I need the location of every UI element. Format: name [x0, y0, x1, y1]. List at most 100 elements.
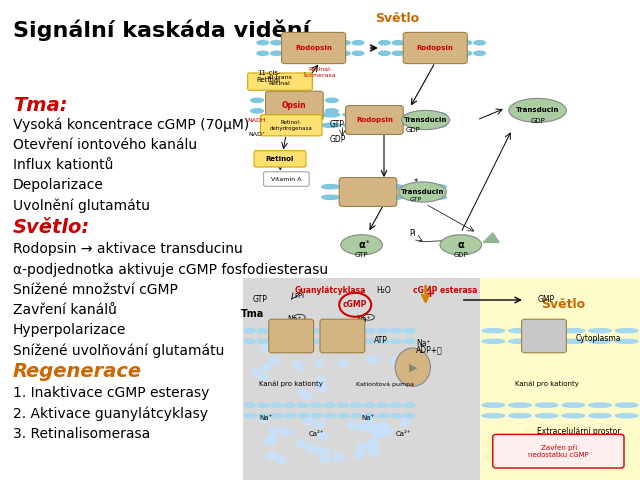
Circle shape [273, 348, 282, 355]
Ellipse shape [377, 403, 388, 407]
Ellipse shape [343, 185, 361, 189]
Circle shape [366, 423, 376, 431]
Circle shape [318, 432, 328, 440]
Bar [480, 278, 640, 480]
Ellipse shape [482, 414, 505, 418]
Text: cGMP esterasa: cGMP esterasa [413, 286, 477, 295]
Circle shape [314, 421, 324, 429]
Text: Otevření iontového kanálu: Otevření iontového kanálu [13, 138, 197, 152]
Circle shape [357, 423, 367, 431]
Text: 1. Inaktivace cGMP esterasy: 1. Inaktivace cGMP esterasy [13, 386, 209, 400]
Circle shape [382, 427, 392, 434]
Circle shape [307, 444, 317, 452]
Ellipse shape [447, 51, 458, 55]
Circle shape [364, 415, 374, 423]
Ellipse shape [321, 123, 340, 127]
Ellipse shape [615, 414, 638, 418]
Ellipse shape [325, 98, 338, 102]
Ellipse shape [460, 51, 472, 55]
Text: Na⁺: Na⁺ [356, 315, 371, 324]
Ellipse shape [298, 403, 308, 407]
Text: α: α [458, 240, 464, 250]
Text: α-podjednotka aktivuje cGMP fosfodiesterasu: α-podjednotka aktivuje cGMP fosfodiester… [13, 263, 328, 276]
Ellipse shape [257, 51, 269, 55]
Text: NAD⁺: NAD⁺ [248, 132, 266, 137]
Ellipse shape [562, 329, 585, 333]
Text: Světlo: Světlo [375, 12, 419, 25]
Ellipse shape [257, 403, 269, 407]
Text: Influx kationtů: Influx kationtů [13, 158, 113, 172]
Ellipse shape [324, 339, 335, 343]
Text: GDP: GDP [530, 118, 545, 124]
Ellipse shape [271, 339, 282, 343]
Text: Zavření kanálů: Zavření kanálů [13, 303, 116, 317]
Ellipse shape [404, 403, 415, 407]
Ellipse shape [284, 414, 296, 418]
Text: Snížené množství cGMP: Snížené množství cGMP [13, 283, 178, 297]
Ellipse shape [407, 113, 425, 117]
Ellipse shape [364, 414, 375, 418]
Circle shape [262, 363, 271, 370]
Ellipse shape [310, 329, 322, 333]
Text: Rodopsin: Rodopsin [356, 117, 393, 123]
Ellipse shape [312, 41, 323, 45]
Ellipse shape [535, 403, 558, 407]
Ellipse shape [364, 329, 375, 333]
Ellipse shape [562, 414, 585, 418]
FancyBboxPatch shape [264, 172, 309, 186]
Ellipse shape [352, 41, 364, 45]
Text: Světlo: Světlo [541, 298, 585, 311]
Circle shape [267, 452, 277, 460]
Circle shape [366, 442, 376, 449]
Ellipse shape [482, 403, 505, 407]
Ellipse shape [284, 403, 296, 407]
FancyBboxPatch shape [403, 33, 467, 63]
Ellipse shape [251, 98, 264, 102]
Circle shape [265, 436, 275, 444]
Ellipse shape [257, 329, 269, 333]
Ellipse shape [392, 51, 404, 55]
Ellipse shape [419, 41, 431, 45]
Ellipse shape [271, 403, 282, 407]
Text: Ca²⁺: Ca²⁺ [268, 336, 283, 341]
Ellipse shape [321, 185, 340, 189]
Ellipse shape [321, 113, 340, 117]
Ellipse shape [385, 185, 404, 189]
Circle shape [314, 361, 323, 368]
Ellipse shape [428, 123, 446, 127]
Text: all-trans
Retinal: all-trans Retinal [267, 75, 292, 86]
Ellipse shape [244, 414, 255, 418]
Ellipse shape [257, 414, 269, 418]
Circle shape [564, 444, 574, 452]
Circle shape [486, 438, 496, 446]
Circle shape [490, 445, 500, 453]
Ellipse shape [562, 339, 585, 343]
Ellipse shape [396, 348, 431, 386]
Text: Transducin: Transducin [516, 108, 559, 113]
Text: Kationtová pumpa: Kationtová pumpa [356, 382, 414, 387]
Text: Vysoká koncentrace cGMP (70μM): Vysoká koncentrace cGMP (70μM) [13, 118, 249, 132]
Text: Uvolnění glutamátu: Uvolnění glutamátu [13, 198, 150, 213]
Text: Hyperpolarizace: Hyperpolarizace [13, 323, 126, 337]
Ellipse shape [284, 329, 296, 333]
Ellipse shape [324, 414, 335, 418]
Text: H₂O: H₂O [376, 286, 392, 295]
Circle shape [317, 375, 326, 382]
Ellipse shape [364, 339, 375, 343]
Circle shape [484, 453, 495, 461]
Text: Pi: Pi [410, 228, 416, 238]
Ellipse shape [257, 339, 269, 343]
Ellipse shape [321, 195, 340, 199]
Text: 2. Aktivace guanylátcyklasy: 2. Aktivace guanylátcyklasy [13, 407, 208, 421]
FancyBboxPatch shape [248, 73, 312, 90]
Circle shape [317, 382, 326, 388]
Ellipse shape [509, 403, 531, 407]
FancyBboxPatch shape [346, 106, 403, 134]
Ellipse shape [535, 339, 558, 343]
Circle shape [348, 421, 358, 429]
Ellipse shape [509, 414, 531, 418]
FancyBboxPatch shape [254, 151, 306, 167]
Text: *: * [414, 178, 418, 187]
Circle shape [260, 415, 270, 422]
Text: ADP+ⓟ: ADP+ⓟ [416, 345, 443, 354]
